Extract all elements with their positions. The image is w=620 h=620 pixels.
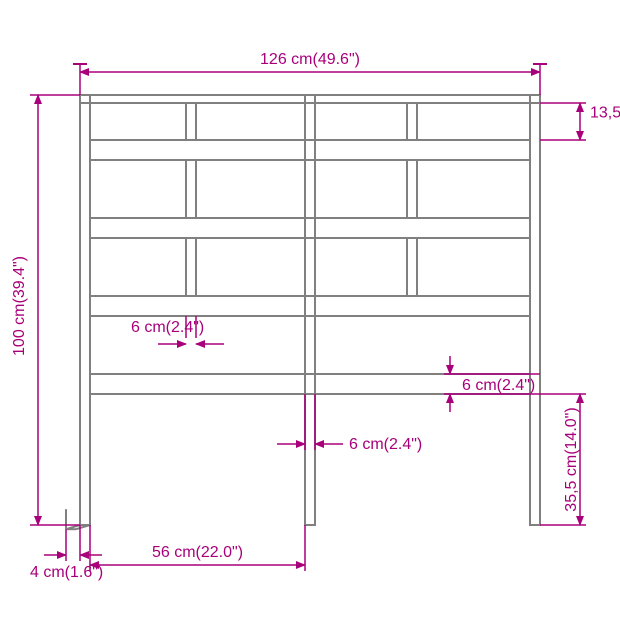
dim-leg-h: 35,5 cm(14.0") (563, 407, 580, 511)
dim-center-post: 6 cm(2.4") (349, 436, 422, 453)
dim-width-top: 126 cm(49.6") (260, 51, 360, 68)
dim-depth: 4 cm(1.6") (30, 564, 103, 581)
headboard-drawing (66, 95, 540, 529)
dim-height-left: 100 cm(39.4") (11, 256, 28, 356)
dim-slat-h: 13,5 cm(5.3") (590, 105, 620, 122)
dim-section-w: 56 cm(22.0") (152, 544, 243, 561)
dim-inner-post: 6 cm(2.4") (131, 319, 204, 336)
dim-rail-h: 6 cm(2.4") (462, 377, 535, 394)
